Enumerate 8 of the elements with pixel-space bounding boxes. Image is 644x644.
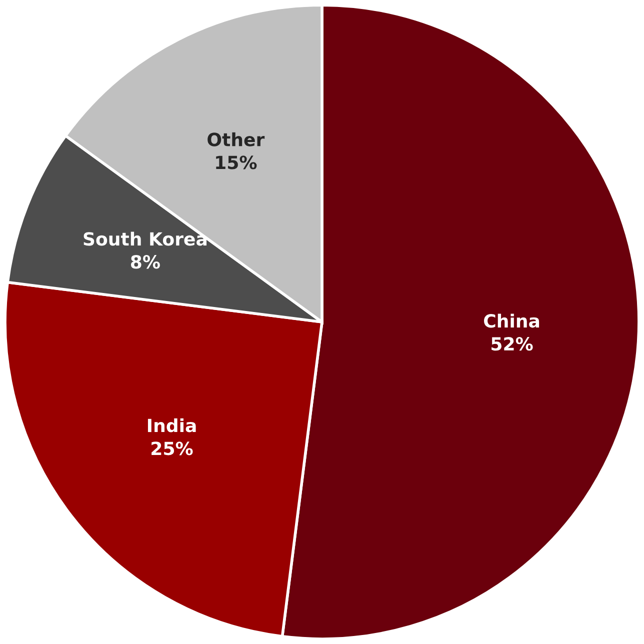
slice-label: South Korea bbox=[84, 232, 207, 246]
data-label: 52% bbox=[492, 337, 533, 351]
slice-label: Other bbox=[208, 132, 265, 146]
slice-label: China bbox=[484, 314, 540, 328]
data-label: 25% bbox=[152, 442, 193, 456]
slice-label: India bbox=[148, 418, 196, 432]
data-label: 8% bbox=[130, 255, 160, 269]
data-label: 15% bbox=[216, 156, 257, 170]
